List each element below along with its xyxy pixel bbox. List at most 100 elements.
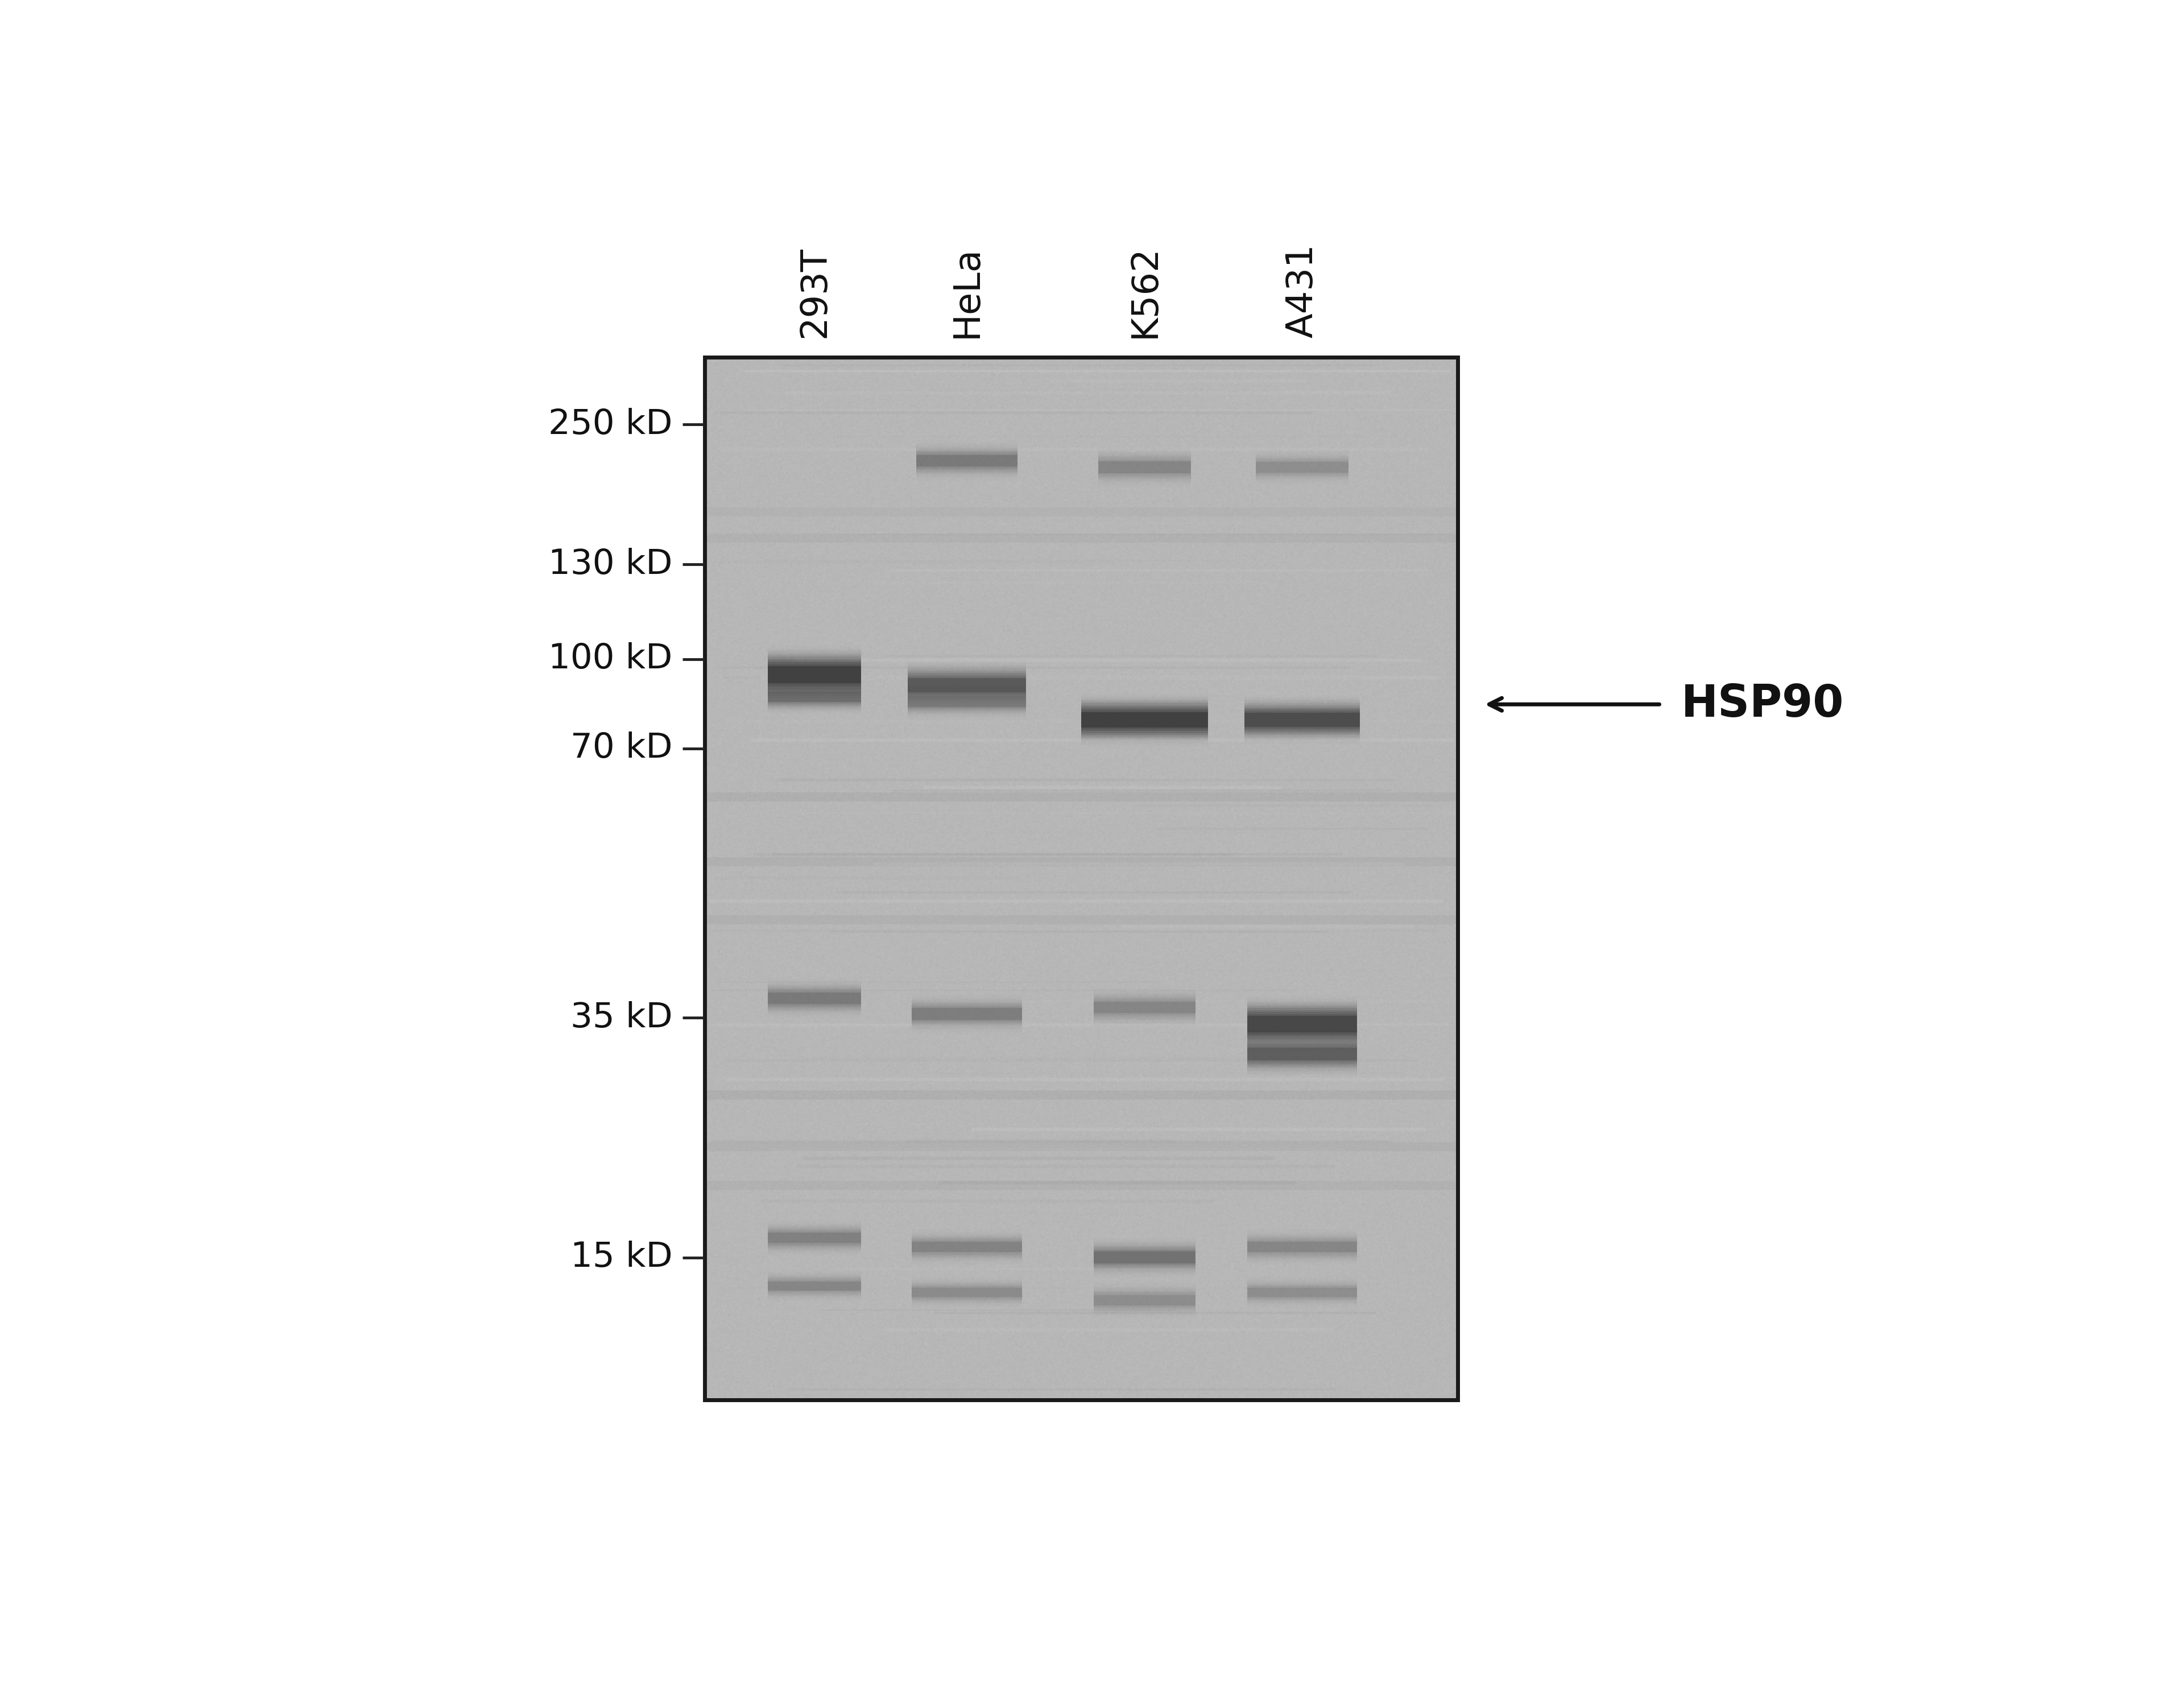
Bar: [917, 456, 1018, 466]
Bar: [769, 664, 860, 685]
Bar: [909, 659, 1026, 710]
Bar: [913, 999, 1022, 1029]
Bar: [913, 1235, 1022, 1260]
Text: 35 kD: 35 kD: [570, 1001, 673, 1034]
Bar: [1094, 1295, 1195, 1305]
Bar: [1247, 1283, 1356, 1300]
Bar: [909, 691, 1026, 713]
Bar: [1094, 996, 1195, 1019]
Bar: [909, 671, 1026, 698]
Bar: [913, 1287, 1022, 1299]
Text: HSP90: HSP90: [1682, 683, 1843, 727]
Bar: [1099, 452, 1190, 483]
Bar: [909, 663, 1026, 706]
Bar: [769, 651, 860, 698]
Bar: [1256, 456, 1350, 478]
Bar: [1247, 1241, 1356, 1251]
Bar: [769, 991, 860, 1006]
Bar: [917, 446, 1018, 476]
Bar: [913, 1288, 1022, 1297]
Bar: [1094, 1251, 1195, 1263]
Bar: [769, 982, 860, 1014]
Bar: [769, 1280, 860, 1292]
Bar: [769, 666, 860, 683]
Bar: [1094, 1001, 1195, 1013]
Text: 130 kD: 130 kD: [548, 548, 673, 582]
Bar: [769, 1277, 860, 1295]
Bar: [909, 691, 1026, 711]
Bar: [1247, 1033, 1356, 1075]
Bar: [1247, 1283, 1356, 1302]
Bar: [1247, 1016, 1356, 1033]
Bar: [909, 695, 1026, 710]
Bar: [769, 1282, 860, 1290]
Bar: [769, 1272, 860, 1300]
Bar: [917, 442, 1018, 479]
Bar: [769, 1231, 860, 1245]
Bar: [1099, 449, 1190, 484]
Bar: [913, 1006, 1022, 1023]
Bar: [1247, 1280, 1356, 1304]
Bar: [769, 992, 860, 1004]
Text: HeLa: HeLa: [950, 246, 985, 338]
Bar: [1247, 1014, 1356, 1034]
Bar: [1094, 1001, 1195, 1013]
Bar: [1094, 994, 1195, 1021]
Bar: [1094, 1250, 1195, 1265]
Bar: [769, 1278, 860, 1293]
Text: 70 kD: 70 kD: [570, 732, 673, 765]
Bar: [1094, 1285, 1195, 1315]
Bar: [917, 444, 1018, 478]
Bar: [1094, 1290, 1195, 1310]
Bar: [1094, 1238, 1195, 1277]
Bar: [1081, 693, 1208, 747]
Bar: [769, 678, 860, 715]
Bar: [1094, 1292, 1195, 1309]
Bar: [913, 1008, 1022, 1019]
Bar: [913, 1233, 1022, 1260]
Bar: [913, 1238, 1022, 1256]
Bar: [917, 451, 1018, 471]
Bar: [769, 686, 860, 706]
Bar: [1247, 1011, 1356, 1038]
Bar: [769, 681, 860, 713]
Bar: [913, 1001, 1022, 1028]
Bar: [1247, 1039, 1356, 1068]
Bar: [1247, 1288, 1356, 1297]
Bar: [1245, 698, 1361, 742]
Bar: [1247, 1233, 1356, 1262]
Bar: [705, 792, 1459, 802]
Bar: [1247, 1038, 1356, 1071]
Bar: [1247, 1008, 1356, 1041]
Bar: [1094, 1292, 1195, 1307]
Bar: [909, 673, 1026, 696]
Bar: [769, 661, 860, 688]
Bar: [1247, 999, 1356, 1050]
Bar: [909, 678, 1026, 691]
Bar: [769, 681, 860, 711]
Bar: [1256, 458, 1350, 478]
Bar: [769, 691, 860, 701]
Bar: [913, 1283, 1022, 1300]
Bar: [1094, 1243, 1195, 1273]
Bar: [769, 666, 860, 683]
Bar: [913, 997, 1022, 1031]
Bar: [913, 1008, 1022, 1021]
Bar: [909, 661, 1026, 708]
Bar: [909, 688, 1026, 715]
Bar: [917, 449, 1018, 473]
Bar: [909, 669, 1026, 700]
Bar: [1081, 710, 1208, 730]
Bar: [1245, 710, 1361, 730]
Bar: [769, 977, 860, 1019]
Bar: [1247, 1006, 1356, 1043]
Bar: [769, 1280, 860, 1292]
Bar: [1256, 459, 1350, 476]
Bar: [1247, 1238, 1356, 1256]
Bar: [1247, 1282, 1356, 1304]
Bar: [1094, 1250, 1195, 1267]
Bar: [1256, 459, 1350, 474]
Text: 15 kD: 15 kD: [570, 1241, 673, 1275]
Bar: [769, 1273, 860, 1299]
Bar: [769, 981, 860, 1016]
